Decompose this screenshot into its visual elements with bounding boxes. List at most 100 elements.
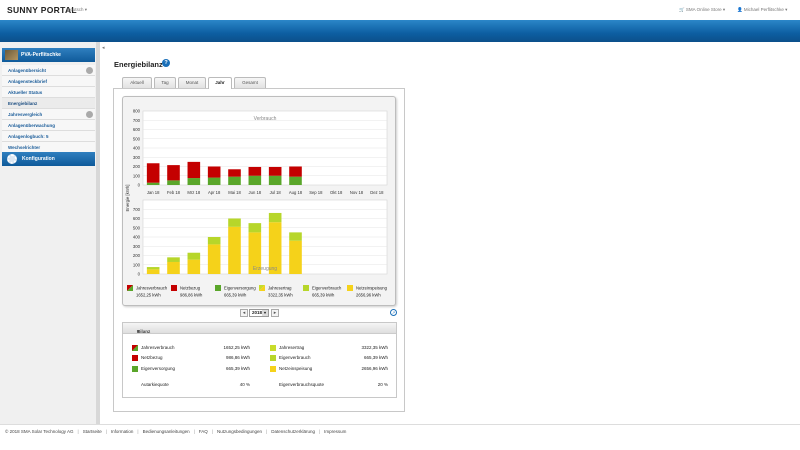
sidebar-item-4[interactable]: Jahresvergleich	[2, 109, 95, 120]
footer-link[interactable]: Impressum	[324, 429, 347, 434]
bilanz-title: Bilanz	[137, 329, 151, 334]
sidebar-item-label: Energiebilanz	[8, 101, 38, 106]
year-select[interactable]: 2018 ▾	[249, 309, 269, 317]
bar-top-0	[187, 178, 201, 185]
bilanz-value: 986,86 kWh	[225, 355, 250, 360]
y-tick-label: 200	[133, 253, 141, 258]
bilanz-value: 20 %	[377, 382, 388, 387]
bar-bottom-1	[228, 218, 241, 227]
y-tick-label: 300	[133, 244, 141, 249]
collapse-sidebar-icon[interactable]: ◂	[102, 45, 105, 51]
y-tick-label: 100	[133, 262, 141, 267]
bar-top-1	[268, 166, 282, 176]
bar-top-1	[187, 161, 201, 179]
footer-link[interactable]: Startseite	[82, 429, 102, 434]
energy-chart-box: 0 100 200 300 400 500 600 700 800 Verbrauch 0 100 20…	[122, 96, 396, 306]
footer-link[interactable]: Information	[110, 429, 134, 434]
settings-icon[interactable]	[86, 111, 93, 118]
y-tick-label: 700	[133, 207, 141, 212]
tab-monat[interactable]: Monat	[178, 77, 206, 88]
legend-label: Jahresertrag	[268, 286, 292, 291]
x-tick-label: Jun 18	[249, 190, 262, 195]
legend-value: 3322,35 kWh	[268, 293, 293, 298]
bilanz-row: Eigenverbrauch 665,39 kWh	[270, 354, 388, 362]
x-tick-label: Apr 18	[208, 190, 221, 195]
top-header: SUNNY PORTAL Deutsch ▾ 🛒 SMA Online Stor…	[0, 0, 800, 20]
bar-bottom-1	[187, 252, 201, 260]
bar-top-0	[228, 176, 241, 185]
bottom-chart-title: Erzeugung	[253, 266, 277, 272]
bilanz-row: Jahresverbrauch 1652,25 kWh	[132, 344, 250, 352]
x-tick-label: Aug 18	[289, 190, 303, 195]
sidebar-item-label: Anlagenüberwachung	[8, 123, 56, 128]
bilanz-value: 665,39 kWh	[363, 355, 388, 360]
sidebar-item-2[interactable]: Aktueller Status	[2, 87, 95, 98]
user-menu[interactable]: 👤 Michael Perflitschke ▾	[737, 7, 788, 12]
bilanz-row: Netzeinspeisung 2656,96 kWh	[270, 365, 388, 373]
bar-top-1	[146, 163, 160, 183]
help-icon[interactable]: ?	[162, 59, 170, 67]
settings-icon[interactable]	[86, 67, 93, 74]
bar-bottom-1	[167, 257, 180, 262]
footer-link[interactable]: Bedienungsanleitungen	[142, 429, 190, 434]
y-tick-label: 500	[133, 136, 141, 141]
sidebar-scrollbar[interactable]	[96, 42, 100, 424]
user-name: Michael Perflitschke	[743, 7, 784, 12]
bar-bottom-0	[167, 261, 180, 274]
bar-bottom-0	[268, 222, 282, 274]
sidebar-item-0[interactable]: Anlagenübersicht	[2, 65, 95, 76]
legend-swatch	[303, 285, 309, 291]
footer-separator: |	[318, 429, 321, 434]
sidebar-item-label: Aktueller Status	[8, 90, 43, 95]
collapse-arrow-icon: ▾	[137, 329, 140, 334]
y-tick-label: 0	[138, 183, 141, 188]
sidebar-item-1[interactable]: Anlagensteckbrief	[2, 76, 95, 87]
bar-top-0	[146, 182, 160, 185]
store-link-label: SMA Online Store	[685, 7, 722, 12]
legend-swatch	[132, 355, 138, 361]
bar-top-1	[289, 166, 302, 177]
legend-swatch	[132, 366, 138, 372]
prev-year-button[interactable]: ◂	[240, 309, 248, 317]
y-axis-label: Energie [kWh]	[125, 185, 130, 212]
sidebar-item-3[interactable]: Energiebilanz	[2, 98, 95, 109]
bilanz-row: Autarkiequote 40 %	[132, 381, 250, 389]
tab-aktuell[interactable]: Aktuell	[122, 77, 152, 88]
tab-gesamt[interactable]: Gesamt	[234, 77, 266, 88]
bilanz-label: Eigenversorgung	[141, 366, 176, 371]
legend-value: 986,86 kWh	[180, 293, 203, 298]
store-link[interactable]: 🛒 SMA Online Store ▾	[679, 7, 726, 12]
footer-separator: |	[77, 429, 79, 434]
footer-link[interactable]: Datenschutzerklärung	[271, 429, 315, 434]
next-year-button[interactable]: ▸	[271, 309, 279, 317]
tab-tag[interactable]: Tag	[154, 77, 176, 88]
bar-bottom-0	[228, 226, 241, 274]
x-tick-label: Jan 18	[147, 190, 160, 195]
legend-swatch	[127, 285, 133, 291]
tab-jahr[interactable]: Jahr	[208, 77, 232, 89]
legend-value: 2656,96 kWh	[356, 293, 381, 298]
plant-thumbnail	[5, 50, 18, 60]
bar-bottom-0	[146, 269, 160, 274]
sidebar-item-5[interactable]: Anlagenüberwachung	[2, 120, 95, 131]
x-tick-label: Dez 18	[370, 190, 384, 195]
portal-logo[interactable]: SUNNY PORTAL	[7, 5, 77, 15]
bilanz-header[interactable]: ▾ Bilanz	[123, 323, 396, 334]
footer-link[interactable]: FAQ	[198, 429, 208, 434]
x-tick-label: Mai 18	[228, 190, 241, 195]
y-tick-label: 0	[138, 272, 141, 277]
y-tick-label: 700	[133, 118, 141, 123]
sidebar-item-label: Anlagensteckbrief	[8, 79, 48, 84]
footer-separator: |	[211, 429, 213, 434]
sidebar-item-konfiguration[interactable]: Konfiguration	[2, 152, 95, 166]
language-selector[interactable]: Deutsch ▾	[67, 7, 88, 12]
plant-header[interactable]: PVA-Perflitschke	[2, 48, 95, 62]
bilanz-value: 2656,96 kWh	[361, 366, 388, 371]
bilanz-value: 40 %	[239, 382, 250, 387]
y-tick-label: 100	[133, 173, 141, 178]
bilanz-label: Jahresertrag	[279, 345, 305, 350]
export-icon[interactable]: ↗	[390, 309, 397, 316]
legend-swatch	[270, 366, 276, 372]
footer-link[interactable]: Nutzungsbedingungen	[216, 429, 263, 434]
sidebar-item-6[interactable]: Anlagenlogbuch: 5	[2, 131, 95, 142]
